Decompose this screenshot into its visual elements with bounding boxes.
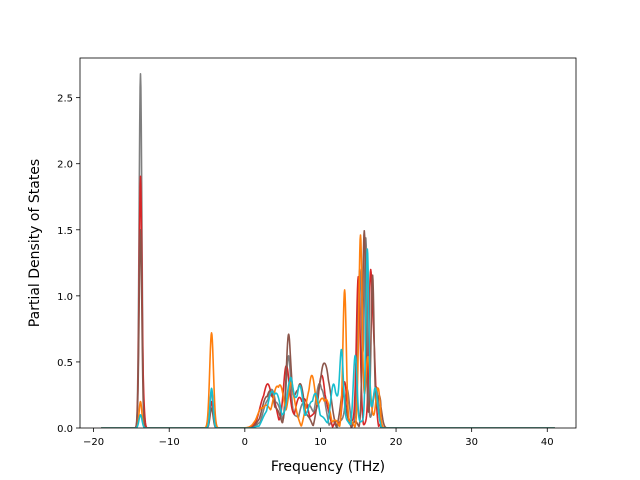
y-tick-label: 1.0 [57,292,73,303]
y-tick-label: 2.0 [57,160,73,171]
pdos-series-line [100,175,556,428]
axes-frame [79,57,577,429]
x-tick-label: −20 [83,437,104,448]
x-axis-title: Frequency (THz) [271,459,385,475]
series-layer [100,73,556,428]
x-tick-label: 10 [314,437,327,448]
y-tick-label: 0.5 [57,358,73,369]
x-axis-ticks: −20 −10 0 10 20 30 40 [83,428,554,448]
y-tick-label: 0.0 [57,424,73,435]
y-axis-ticks: 0.0 0.5 1.0 1.5 2.0 2.5 [57,94,80,435]
x-tick-label: −10 [159,437,180,448]
x-tick-label: 20 [390,437,403,448]
x-tick-label: 0 [242,437,248,448]
y-tick-label: 2.5 [57,94,73,105]
pdos-series-line [100,248,556,428]
plot-area [80,58,576,428]
pdos-series-line [100,234,556,428]
y-tick-label: 1.5 [57,226,73,237]
pdos-series-line [100,228,556,428]
y-axis-title: Partial Density of States [27,159,43,327]
x-tick-label: 30 [465,437,478,448]
x-tick-label: 40 [541,437,554,448]
